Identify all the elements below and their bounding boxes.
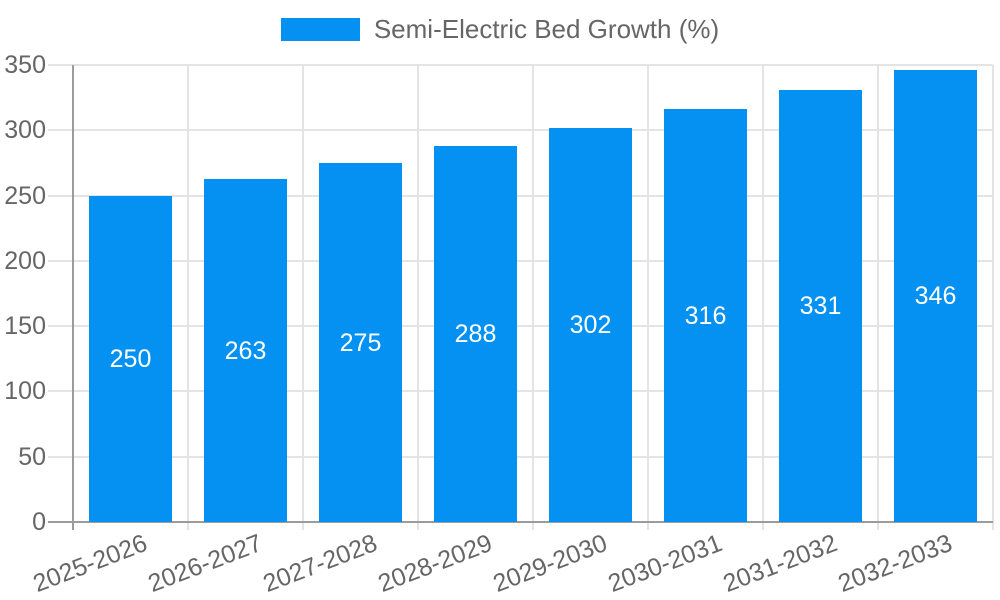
gridline-v: [647, 65, 649, 530]
bar[interactable]: [89, 196, 172, 522]
bar[interactable]: [549, 128, 632, 522]
gridline-h: [48, 260, 993, 262]
bar-value-label: 288: [454, 320, 497, 348]
x-axis-tick-label: 2031-2032: [719, 529, 842, 598]
x-axis-tick-label: 2028-2029: [374, 529, 497, 598]
gridline-v: [187, 65, 189, 530]
bar[interactable]: [894, 70, 977, 522]
gridline-h: [48, 456, 993, 458]
gridline-v: [992, 65, 994, 530]
x-axis-line: [48, 521, 993, 523]
bar-value-label: 316: [684, 302, 727, 330]
x-axis-tick-label: 2032-2033: [834, 529, 957, 598]
gridline-h: [48, 129, 993, 131]
gridline-h: [48, 390, 993, 392]
bar-value-label: 275: [339, 329, 382, 357]
bar[interactable]: [204, 179, 287, 522]
y-axis-tick-label: 150: [4, 312, 46, 340]
gridline-v: [877, 65, 879, 530]
bar-value-label: 263: [224, 337, 267, 365]
y-axis-tick-label: 200: [4, 247, 46, 275]
y-axis-tick-label: 100: [4, 377, 46, 405]
bar[interactable]: [434, 146, 517, 522]
bar[interactable]: [664, 109, 747, 522]
y-axis-line: [72, 65, 74, 530]
y-axis-tick-label: 300: [4, 116, 46, 144]
y-axis-tick-label: 0: [32, 508, 46, 536]
legend-label: Semi-Electric Bed Growth (%): [373, 14, 720, 44]
x-axis-tick-label: 2025-2026: [29, 529, 152, 598]
legend: Semi-Electric Bed Growth (%): [0, 14, 1000, 45]
y-axis-tick-label: 50: [18, 443, 46, 471]
gridline-v: [417, 65, 419, 530]
gridline-v: [302, 65, 304, 530]
bar-value-label: 331: [799, 292, 842, 320]
gridline-v: [762, 65, 764, 530]
x-axis-tick-label: 2026-2027: [144, 529, 267, 598]
gridline-h: [48, 325, 993, 327]
bar-value-label: 302: [569, 311, 612, 339]
gridline-h: [48, 195, 993, 197]
bar-value-label: 346: [914, 282, 957, 310]
bar-value-label: 250: [109, 345, 152, 373]
x-axis-tick-label: 2030-2031: [604, 529, 727, 598]
y-axis-tick-label: 250: [4, 182, 46, 210]
legend-item[interactable]: Semi-Electric Bed Growth (%): [280, 14, 720, 45]
x-axis-tick-label: 2027-2028: [259, 529, 382, 598]
bar[interactable]: [779, 90, 862, 522]
bar[interactable]: [319, 163, 402, 522]
y-axis-tick-label: 350: [4, 51, 46, 79]
gridline-v: [532, 65, 534, 530]
gridline-h: [48, 64, 993, 66]
x-axis-tick-label: 2029-2030: [489, 529, 612, 598]
legend-swatch-icon: [280, 18, 360, 41]
